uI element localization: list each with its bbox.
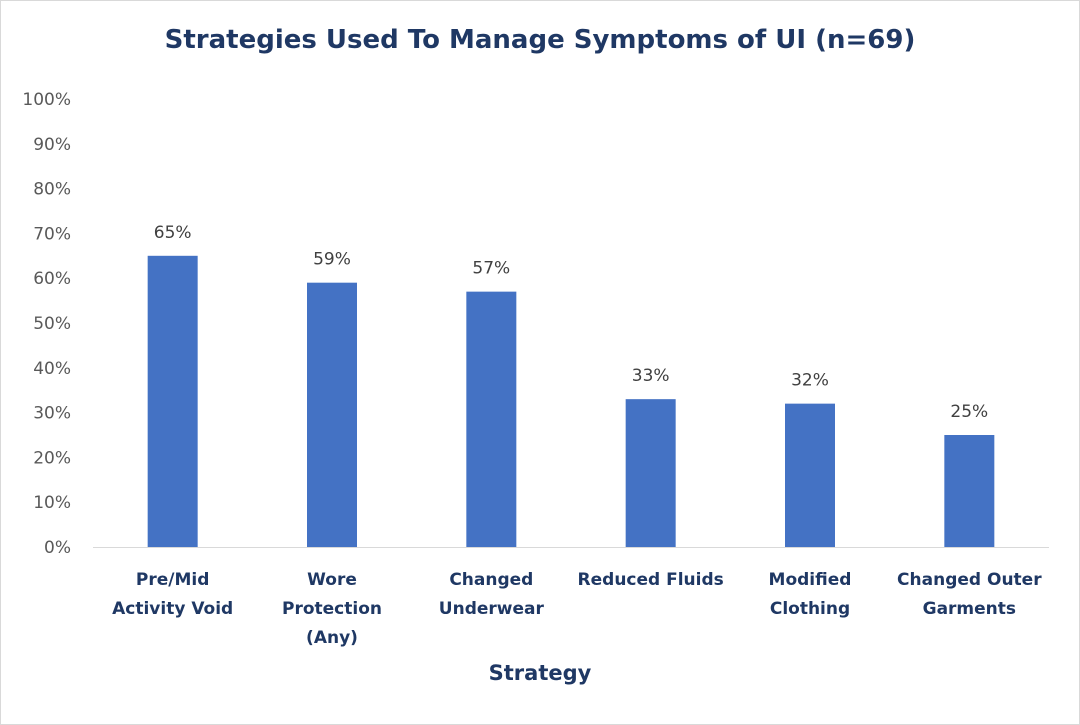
data-label: 32% [791,371,829,391]
y-tick-label: 30% [33,404,71,424]
bar [625,399,676,547]
x-category-label: Modified Clothing [769,570,852,619]
y-tick-label: 100% [22,90,71,110]
data-label: 65% [154,223,192,243]
x-category-label: Reduced Fluids [578,570,724,590]
data-label: 25% [950,402,988,422]
data-label: 57% [472,259,510,279]
bar [944,435,995,547]
x-axis-title: Strategy [488,661,592,685]
y-tick-label: 10% [33,493,71,513]
bar [785,403,835,547]
y-tick-label: 70% [33,224,71,244]
y-tick-label: 50% [33,314,71,334]
y-tick-label: 60% [33,269,71,289]
chart-title: Strategies Used To Manage Symptoms of UI… [164,25,916,55]
x-category-label: Changed Underwear [439,570,545,619]
bar [307,282,357,547]
bar-series [147,255,995,548]
x-axis-category-labels: Pre/Mid Activity Void Wore Protection (Any) C… [112,570,1042,648]
y-axis-ticks: 0% 10% 20% 30% 40% 50% 60% 70% 80% 90% 100% [22,90,71,558]
y-tick-label: 80% [33,180,71,200]
y-tick-label: 20% [33,448,71,468]
x-category-label: Changed Outer Garments [897,570,1042,619]
x-category-label: Pre/Mid Activity Void [112,570,233,619]
y-tick-label: 40% [33,359,71,379]
data-label: 33% [632,366,670,386]
y-tick-label: 90% [33,135,71,155]
y-tick-label: 0% [44,538,71,558]
bar [466,291,517,547]
bar [147,255,198,548]
x-category-label: Wore Protection (Any) [282,570,382,648]
data-labels: 65% 59% 57% 33% 32% 25% [154,223,988,422]
data-label: 59% [313,250,351,270]
